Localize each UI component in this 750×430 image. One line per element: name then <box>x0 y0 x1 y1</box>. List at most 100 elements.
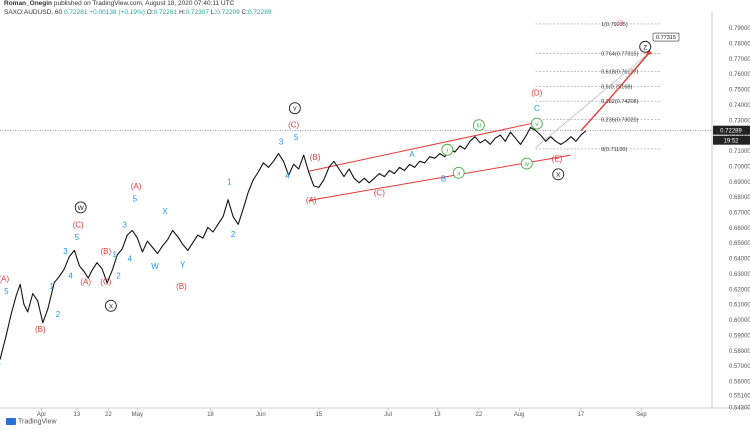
wave-label: (B) <box>101 247 112 256</box>
y-tick-label: 0.76000 <box>729 72 750 78</box>
wave-label: 4 <box>128 254 133 263</box>
projection-callout-label: 0.77315 <box>656 35 676 41</box>
close-value: 0.72289 <box>248 9 272 16</box>
wave-label: ii <box>457 170 460 177</box>
wave-label: (E) <box>552 155 563 164</box>
price-series-line <box>0 126 587 360</box>
wave-label: 3 <box>63 247 68 256</box>
y-tick-label: 0.55100 <box>729 393 750 399</box>
projection-callout-box <box>652 32 680 42</box>
wave-label: i <box>447 147 448 154</box>
y-tick-label: 0.60000 <box>729 318 750 324</box>
author-name[interactable]: Roman_Onegin <box>4 0 53 7</box>
close-label: C: <box>241 9 249 16</box>
wave-label: 4 <box>0 358 2 367</box>
price-change: +0.00138 (+0.19%) <box>89 9 145 16</box>
wave-label: (A) <box>80 278 91 287</box>
fib-anchor-marker <box>618 20 624 26</box>
projection-guide-line <box>535 52 650 149</box>
symbol-line: SAXO:AUDUSD, 60 0.72281 +0.00138 (+0.19%… <box>4 9 272 16</box>
y-tick-label: 0.61000 <box>729 303 750 309</box>
x-tick-label: Jul <box>384 412 392 418</box>
y-tick-label: 0.70000 <box>729 164 750 170</box>
wave-label: X <box>556 172 561 179</box>
open-value: 0.72261 <box>153 9 178 16</box>
wave-label-circle <box>104 299 117 312</box>
y-tick-label: 0.64000 <box>729 257 750 263</box>
wave-label: 5 <box>4 287 9 296</box>
y-tick-label: 0.54300 <box>729 406 750 412</box>
wave-label-circle <box>441 143 454 156</box>
fib-level-label: 0.5(0.75168) <box>601 84 632 90</box>
wave-label: B <box>441 175 446 184</box>
high-value: 0.72307 <box>185 9 209 16</box>
wave-label: iv <box>524 161 529 168</box>
tradingview-brand[interactable]: TradingView <box>6 418 57 425</box>
x-tick-label: Sep <box>636 412 647 418</box>
x-tick-label: Apr <box>37 412 46 418</box>
wave-label: C <box>534 104 540 113</box>
fib-level-label: 0.382(0.74208) <box>601 99 638 105</box>
publish-info: published on TradingView.com, August 18,… <box>53 0 235 7</box>
wave-label: (A) <box>131 182 142 191</box>
tradingview-logo-icon <box>6 418 16 425</box>
countdown-label: 19:52 <box>723 139 739 145</box>
y-tick-label: 0.59000 <box>729 333 750 339</box>
price-tag-box <box>713 125 750 135</box>
y-tick-label: 0.77000 <box>729 57 750 63</box>
wave-label: 1 <box>49 282 54 291</box>
wave-label-circle <box>472 119 485 132</box>
wave-label-circle <box>530 117 543 130</box>
wave-label: 5 <box>294 133 299 142</box>
wave-label: 4 <box>68 271 73 280</box>
wave-label: (C) <box>288 121 299 130</box>
x-tick-label: Jun <box>256 412 266 418</box>
y-tick-label: 0.62000 <box>729 287 750 293</box>
wave-label: iii <box>477 123 481 130</box>
x-tick-label: 13 <box>434 412 441 418</box>
x-tick-label: 13 <box>74 412 81 418</box>
y-tick-label: 0.68000 <box>729 195 750 201</box>
y-tick-label: 0.75000 <box>729 88 750 94</box>
wave-label-circle <box>288 102 301 115</box>
wave-label-circle <box>520 157 533 170</box>
wave-label: Y <box>293 106 298 113</box>
wave-label-circle <box>639 40 652 53</box>
wave-label-circle <box>552 168 565 181</box>
wave-label: (C) <box>374 188 385 197</box>
y-tick-label: 0.71000 <box>729 149 750 155</box>
wave-label: 4 <box>285 171 290 180</box>
wave-label: 5 <box>133 195 138 204</box>
fib-level-label: 0.764(0.77315) <box>601 51 638 57</box>
symbol-name[interactable]: SAXO:AUDUSD, 60 <box>4 9 63 16</box>
wave-label: v <box>535 121 539 128</box>
wave-label: W <box>78 205 85 212</box>
wave-label: 3 <box>279 138 284 147</box>
wave-label: (C) <box>100 278 111 287</box>
wave-label: (B) <box>35 325 46 334</box>
y-tick-label: 0.79000 <box>729 26 750 32</box>
wave-label: 2 <box>56 310 61 319</box>
y-tick-label: 0.57000 <box>729 364 750 370</box>
wave-label: (A) <box>0 274 9 283</box>
wave-label: (B) <box>176 282 187 291</box>
wave-label: 1 <box>112 250 117 259</box>
wave-label: 2 <box>116 271 121 280</box>
fib-level-label: 0(0.71100) <box>601 147 627 153</box>
wave-label: 2 <box>231 230 236 239</box>
price-tag-label: 0.72289 <box>720 129 742 135</box>
projection-arrow-head <box>645 49 652 56</box>
wave-label: (A) <box>306 196 317 205</box>
x-tick-label: 17 <box>578 412 585 418</box>
fib-level-label: 1(0.79235) <box>601 22 628 28</box>
y-tick-label: 0.73000 <box>729 118 750 124</box>
wave-label: 1 <box>227 178 232 187</box>
wave-label: A <box>409 150 415 159</box>
y-tick-label: 0.66000 <box>729 226 750 232</box>
high-label: H: <box>178 9 186 16</box>
wave-label: (C) <box>73 221 84 230</box>
x-tick-label: Aug <box>514 412 525 418</box>
publish-line: Roman_Onegin published on TradingView.co… <box>4 0 234 7</box>
